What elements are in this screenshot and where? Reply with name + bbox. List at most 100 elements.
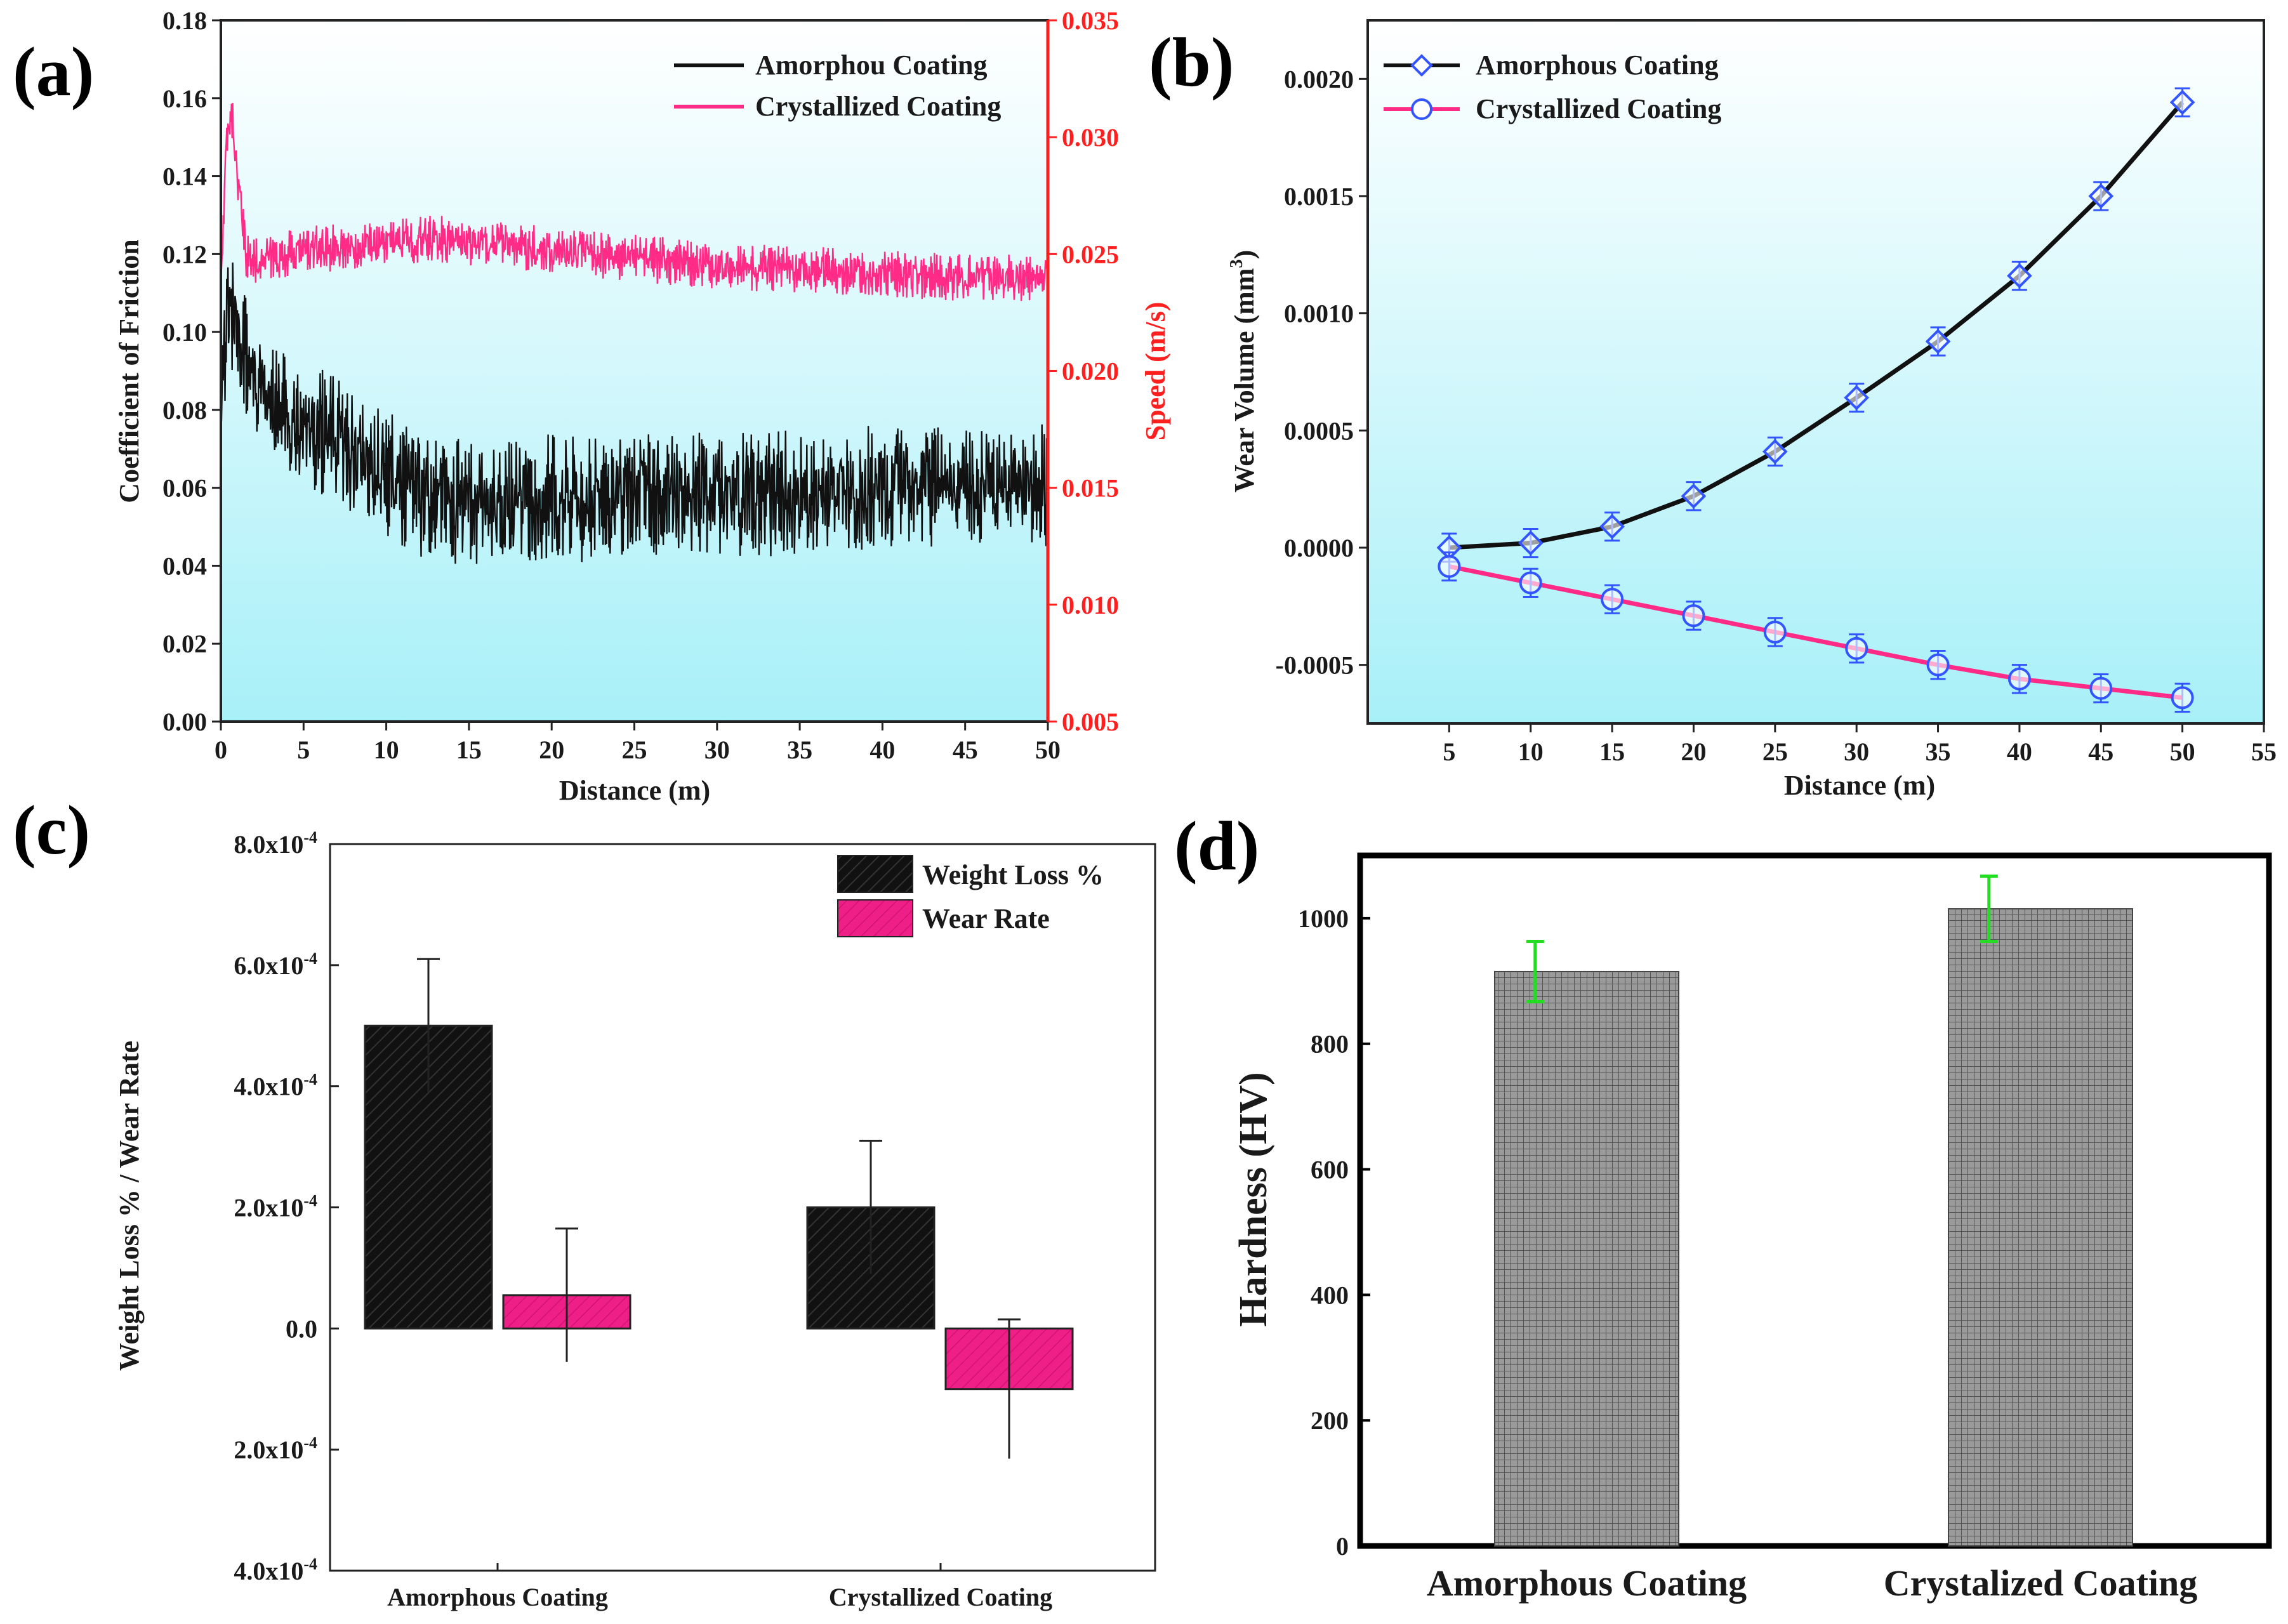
panel-c-letter: (c)	[13, 791, 90, 869]
panel-c-legend-swatch-weight-loss	[837, 855, 913, 893]
panel-a-y-tick-label: 0.12	[162, 240, 207, 268]
panel-c-y-tick-label: 0.0	[286, 1314, 317, 1343]
panel-b-data-point-crystallized	[2171, 686, 2194, 710]
panel-a-ticks: 0 5 10 15 20 25 30 35 40 45 50 0.00 0.02 0.04 0.06 0.08…	[162, 6, 1119, 764]
panel-c-y-tick-mantissa: 6.0x10	[234, 951, 303, 980]
panel-a-y-tick-label: 0.10	[162, 318, 207, 347]
panel-d-bars-group	[1494, 875, 2133, 1547]
panel-b-data-point-amorphous	[1599, 513, 1625, 539]
panel-b: (b) 5 10 15 20 25 30 35 40 45 50 55 -0.0005 0.0000 0.…	[1149, 19, 2277, 801]
panel-a-series-line-crystallized	[220, 103, 1049, 301]
panel-b-data-point-amorphous	[2169, 89, 2195, 116]
panel-a-x-tick-label: 10	[374, 736, 399, 764]
panel-c-ticks: 4.0x10-42.0x10-40.02.0x10-44.0x10-46.0x1…	[234, 828, 1052, 1611]
panel-a-y2-tick-label: 0.025	[1062, 240, 1119, 268]
panel-b-x-tick-label: 25	[1762, 737, 1788, 766]
panel-b-x-tick-label: 30	[1844, 737, 1869, 766]
panel-b-x-tick-label: 20	[1681, 737, 1706, 766]
panel-d-ticks: 0 200 400 600 800 1000 Amorphous Coating Crysta…	[1298, 904, 2197, 1604]
panel-b-data-point-amorphous	[1681, 483, 1707, 509]
panel-b-data-point-amorphous	[1925, 329, 1951, 354]
panel-c-y-tick-label: 2.0x10-4	[234, 1192, 317, 1222]
panel-b-y-tick-label: 0.0000	[1284, 534, 1354, 562]
panel-b-data-point-crystallized	[1926, 653, 1950, 677]
panel-a-y-tick-label: 0.06	[162, 474, 207, 503]
panel-b-y-axis-title-end: )	[1229, 250, 1260, 260]
panel-d-bar-amorphous	[1494, 970, 1679, 1547]
panel-b-y-tick-label: 0.0010	[1284, 300, 1354, 328]
panel-a-y2-tick-label: 0.035	[1062, 6, 1119, 35]
panel-b-legend-label-amorphous: Amorphous Coating	[1476, 50, 1719, 81]
panel-d-y-axis-title: Hardness (HV)	[1232, 1072, 1275, 1326]
panel-b-y-tick-label: 0.0015	[1284, 182, 1354, 211]
panel-a-x-tick-label: 0	[215, 736, 227, 764]
panel-b-y-axis-title: Wear Volume (mm3)	[1227, 250, 1260, 492]
panel-a-y2-tick-label: 0.015	[1062, 474, 1119, 503]
panel-b-y-tick-label: -0.0005	[1276, 651, 1354, 680]
panel-a-x-tick-label: 5	[297, 736, 310, 764]
panel-c-legend-label-wear-rate: Wear Rate	[922, 903, 1050, 934]
panel-b-x-tick-label: 55	[2251, 737, 2277, 766]
panel-b-x-tick-label: 5	[1443, 737, 1455, 766]
panel-c-y-tick-mantissa: 4.0x10	[234, 1073, 303, 1101]
panel-b-series-line-crystallized	[1448, 564, 2183, 700]
panel-d-letter: (d)	[1174, 807, 1259, 885]
panel-c-y-tick-exponent: -4	[303, 949, 317, 968]
panel-c-x-category-label: Crystallized Coating	[829, 1583, 1052, 1611]
panel-a-x-tick-label: 35	[787, 736, 812, 764]
panel-a-x-tick-label: 20	[539, 736, 564, 764]
panel-b-data-point-amorphous	[1518, 530, 1544, 556]
panel-b-x-tick-label: 15	[1599, 737, 1625, 766]
panel-c-y-tick-exponent: -4	[303, 1071, 317, 1089]
panel-a-x-tick-label: 50	[1035, 736, 1061, 764]
panel-b-y-axis-title-sup: 3	[1227, 260, 1246, 268]
panel-a-x-tick-label: 30	[704, 736, 730, 764]
panel-c-bars-group	[364, 958, 1074, 1459]
panel-b-data-point-crystallized	[1438, 555, 1461, 578]
panel-a-x-tick-label: 45	[953, 736, 978, 764]
panel-c-y-tick-mantissa: 2.0x10	[234, 1194, 303, 1222]
panel-a-y-tick-label: 0.08	[162, 396, 207, 425]
panel-d-y-tick-label: 400	[1311, 1281, 1349, 1309]
panel-b-x-tick-label: 45	[2088, 737, 2113, 766]
panel-a: (a) 0 5 10 15 20 25 30 35 40 45 50 0.00 0.02 0.04 0.06…	[13, 6, 1171, 806]
panel-a-legend-label-crystallized: Crystallized Coating	[755, 91, 1001, 122]
panel-a-y2-tick-label: 0.005	[1062, 708, 1119, 736]
panel-b-data-point-crystallized	[2089, 677, 2113, 700]
panel-c-legend: Weight Loss % Wear Rate	[837, 855, 1104, 937]
panel-b-x-tick-label: 50	[2170, 737, 2195, 766]
panel-d-y-tick-label: 200	[1311, 1406, 1349, 1435]
panel-a-x-tick-label: 25	[622, 736, 647, 764]
panel-b-legend-marker-crystallized	[1411, 98, 1432, 120]
panel-c-y-tick-mantissa: 2.0x10	[234, 1436, 303, 1464]
panel-c-y-tick-mantissa: 0.0	[286, 1314, 317, 1343]
panel-b-series-line-amorphous	[1449, 101, 2185, 550]
panel-d-y-tick-label: 1000	[1298, 904, 1349, 933]
panel-b-x-tick-label: 10	[1518, 737, 1544, 766]
panel-a-y-tick-label: 0.14	[162, 162, 207, 191]
panel-a-letter: (a)	[13, 33, 94, 110]
panel-a-x-tick-label: 15	[456, 736, 482, 764]
panel-c-y-axis-title: Weight Loss % / Wear Rate	[114, 1041, 145, 1371]
panel-b-x-axis-title: Distance (m)	[1784, 770, 1935, 801]
panel-b-data-point-crystallized	[1763, 620, 1787, 644]
panel-a-y-tick-label: 0.16	[162, 84, 207, 113]
panel-b-data-point-amorphous	[2088, 183, 2114, 209]
panel-b-y-axis-title-main: Wear Volume (mm	[1229, 268, 1260, 493]
panel-d: (d) 0 200 400 600 800 1000 Amorphous Coating Cr…	[1174, 807, 2272, 1604]
panel-a-y-tick-label: 0.04	[162, 551, 207, 580]
panel-a-x-tick-label: 40	[870, 736, 895, 764]
panel-c-y-tick-label: 4.0x10-4	[234, 1555, 317, 1585]
panel-b-data-point-amorphous	[1762, 439, 1788, 465]
panel-b-series-group	[1436, 87, 2195, 713]
panel-c-y-tick-exponent: -4	[303, 1555, 317, 1573]
panel-b-plot-frame	[1366, 19, 2265, 725]
panel-b-data-point-amorphous	[2007, 263, 2032, 289]
panel-a-x-axis-title: Distance (m)	[559, 775, 710, 806]
panel-c-y-tick-mantissa: 8.0x10	[234, 830, 303, 859]
panel-b-data-point-amorphous	[1844, 385, 1870, 411]
panel-d-y-tick-label: 600	[1311, 1156, 1349, 1184]
panel-c: (c) 4.0x10-42.0x10-40.02.0x10-44.0x10-46…	[13, 791, 1156, 1611]
panel-c-y-tick-label: 8.0x10-4	[234, 828, 317, 859]
